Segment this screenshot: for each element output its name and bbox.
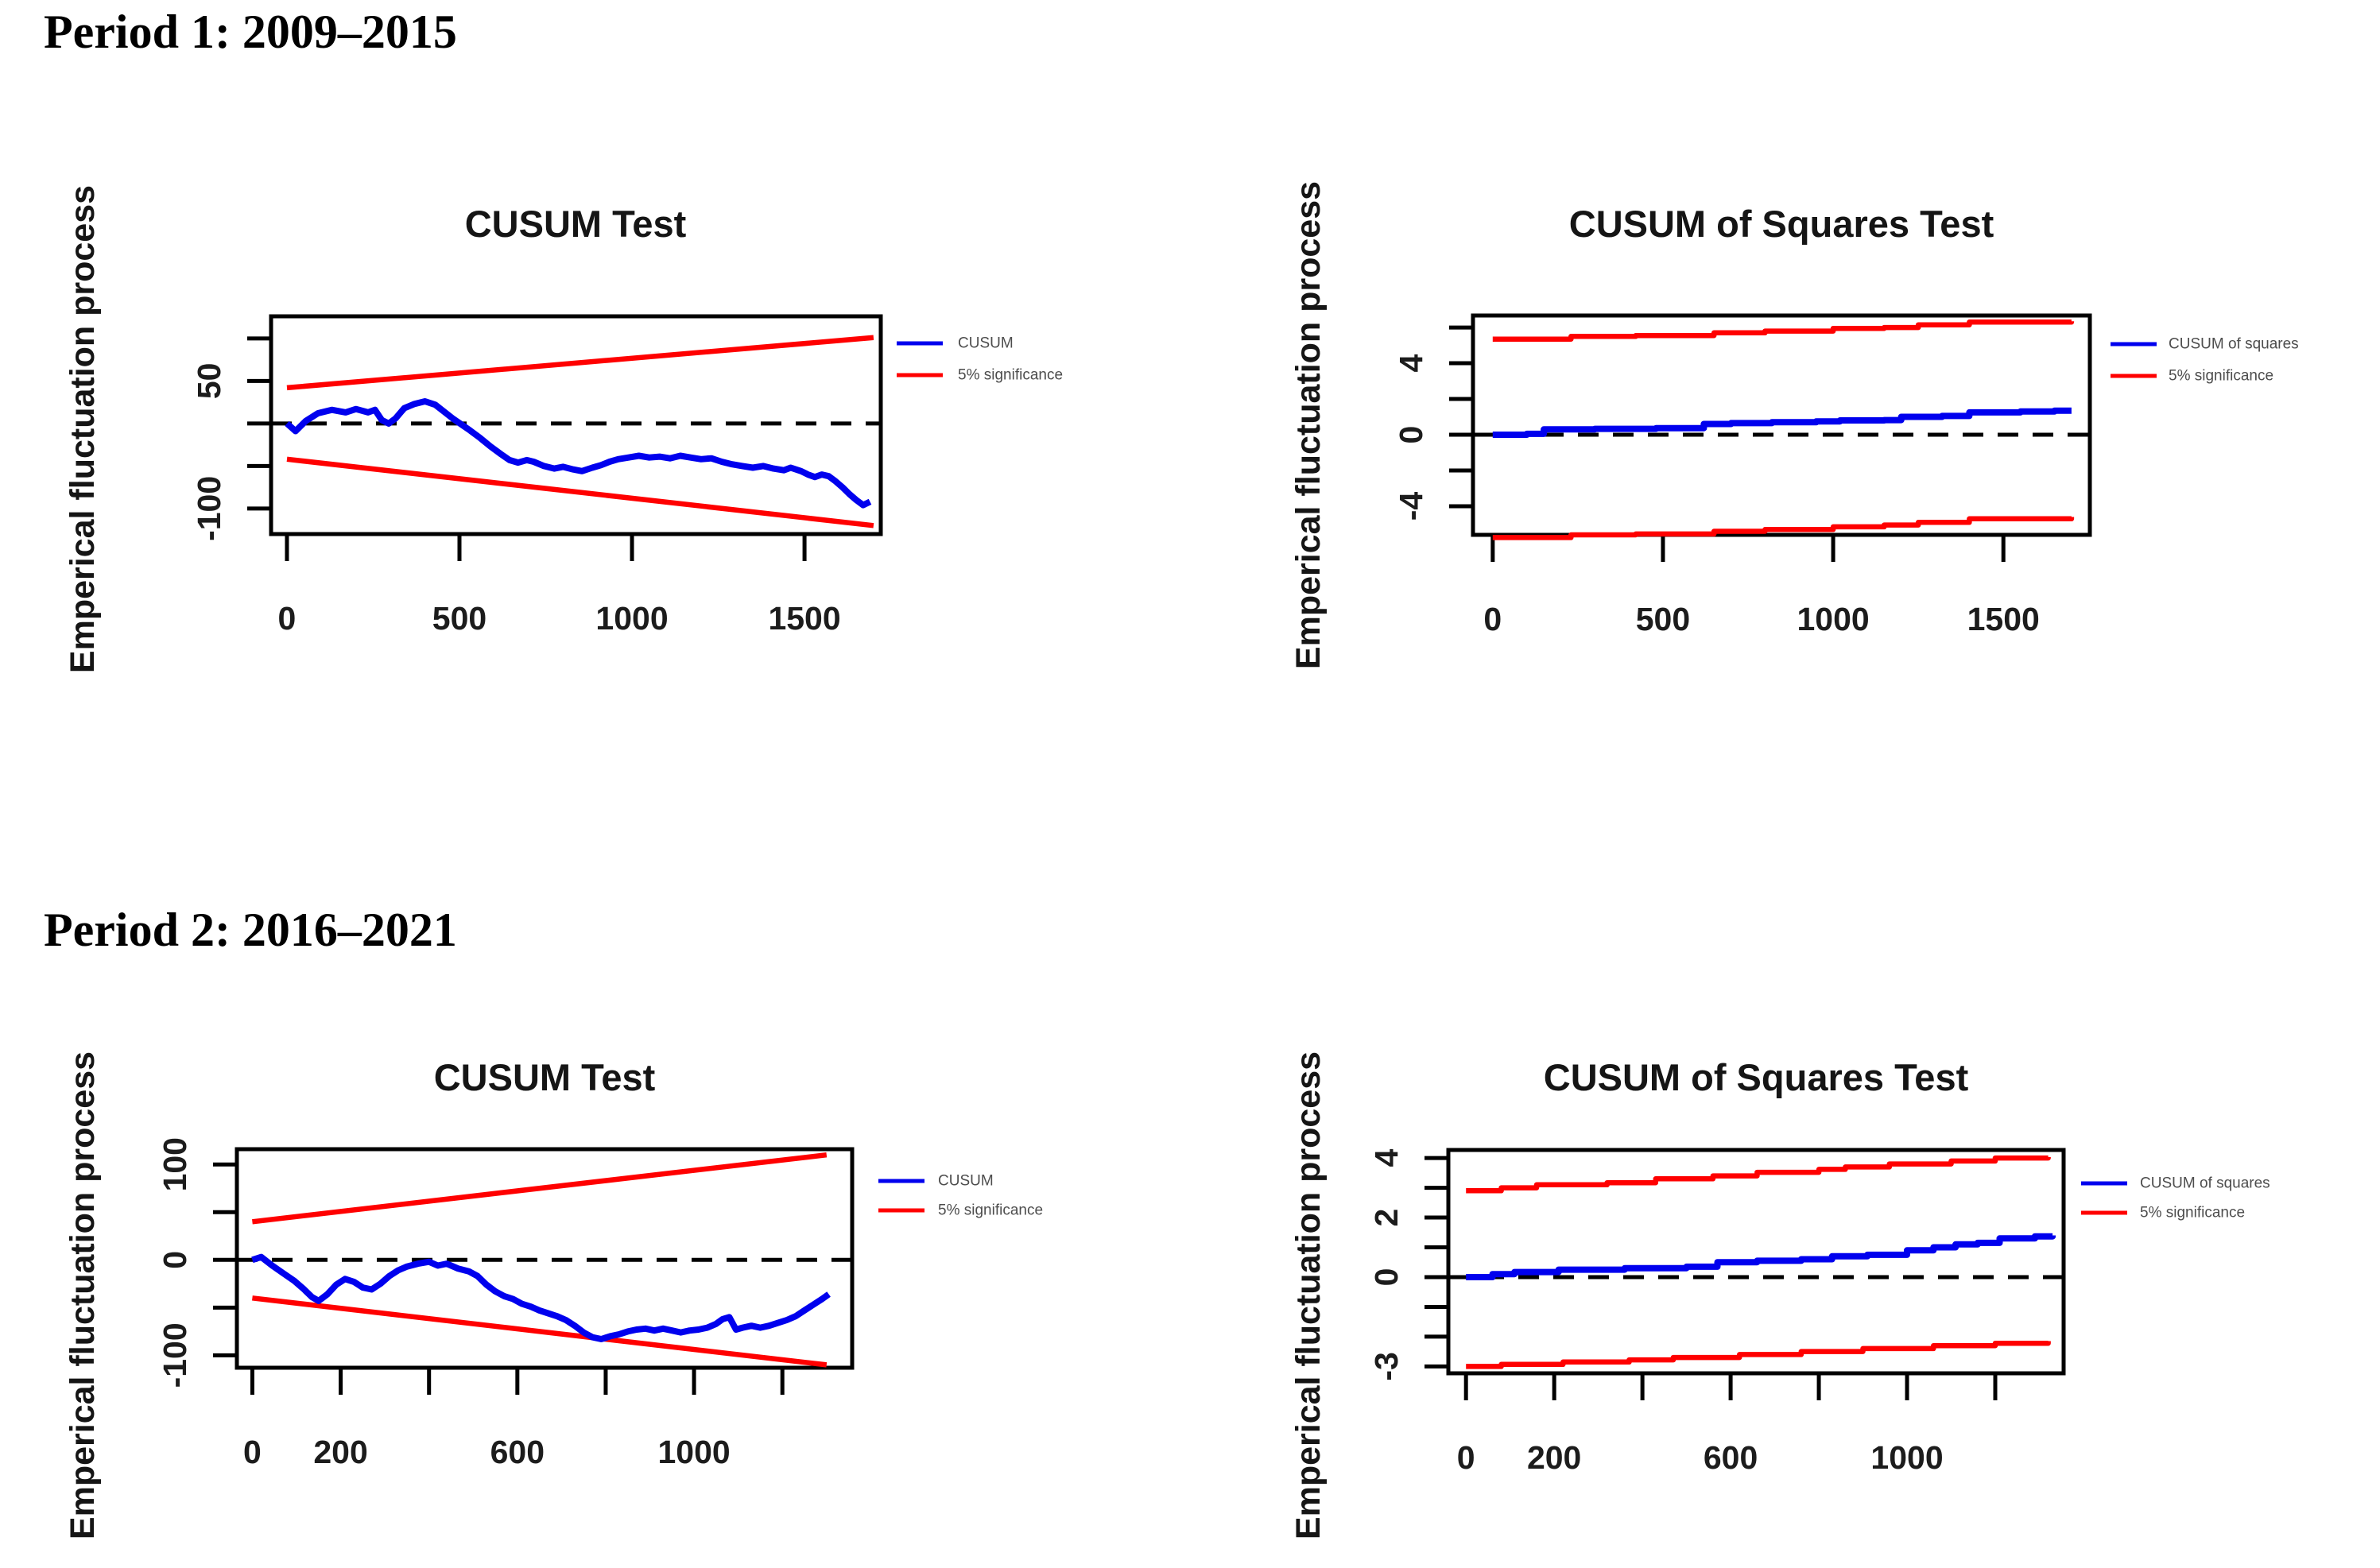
plot-frame <box>269 314 883 536</box>
y-tick-label: -4 <box>1393 492 1429 521</box>
period2-heading: Period 2: 2016–2021 <box>44 904 457 956</box>
y-tick-label: -100 <box>157 1322 193 1388</box>
period1-heading: Period 1: 2009–2015 <box>44 6 457 58</box>
x-tick-label: 1000 <box>657 1434 730 1470</box>
x-tick-label: 200 <box>1527 1439 1581 1476</box>
significance-lower-line <box>1466 1340 2051 1369</box>
plot-frame <box>1446 1148 2066 1376</box>
x-tick-label: 1000 <box>595 600 668 637</box>
y-tick-label: 4 <box>1368 1149 1405 1167</box>
y-tick-label: 0 <box>1368 1268 1405 1287</box>
legend-label: CUSUM of squares <box>2169 336 2299 353</box>
y-tick-label: 2 <box>1368 1209 1405 1227</box>
legend-label: CUSUM of squares <box>2140 1175 2270 1192</box>
legend-label: 5% significance <box>958 367 1063 384</box>
x-tick-label: 0 <box>1483 601 1502 637</box>
x-tick-label: 1500 <box>768 600 840 637</box>
x-tick-label: 1500 <box>1967 601 2040 637</box>
y-axis-label: Emperical fluctuation process <box>64 1051 102 1539</box>
plot-title: CUSUM of Squares Test <box>1569 203 1994 245</box>
legend-label: CUSUM <box>958 335 1014 352</box>
plot-title: CUSUM Test <box>434 1056 656 1098</box>
significance-upper-line <box>252 1152 828 1225</box>
process-line <box>1466 1233 2056 1280</box>
x-tick-label: 600 <box>490 1434 545 1470</box>
plot-period2-cusum-squares: CUSUM of Squares Test Emperical fluctuati… <box>1289 1051 2270 1539</box>
y-tick-label: 50 <box>191 363 227 400</box>
significance-upper-line <box>286 335 874 391</box>
y-axis-label: Emperical fluctuation process <box>1289 1051 1328 1539</box>
x-tick-label: 500 <box>1636 601 1690 637</box>
y-tick-label: 100 <box>157 1137 193 1191</box>
process-line <box>1492 407 2072 438</box>
plot-title: CUSUM of Squares Test <box>1544 1056 1969 1098</box>
significance-lower-line <box>286 456 874 528</box>
plot-frame <box>235 1147 855 1370</box>
legend-label: CUSUM <box>938 1173 994 1190</box>
legend-label: 5% significance <box>2169 368 2273 385</box>
significance-upper-line <box>1466 1155 2051 1194</box>
plot-frame <box>1471 313 2092 537</box>
y-axis-label: Emperical fluctuation process <box>1289 181 1328 669</box>
plot-title: CUSUM Test <box>465 203 687 245</box>
x-tick-label: 1000 <box>1797 601 1869 637</box>
y-tick-label: -100 <box>191 476 227 541</box>
process-line <box>285 398 872 509</box>
x-tick-label: 1000 <box>1870 1439 1943 1476</box>
x-tick-label: 200 <box>313 1434 367 1470</box>
x-tick-label: 0 <box>1457 1439 1475 1476</box>
y-tick-label: 0 <box>1393 426 1429 444</box>
legend-label: 5% significance <box>938 1202 1043 1219</box>
plot-period1-cusum-squares: CUSUM of Squares Test Emperical fluctuati… <box>1289 181 2299 669</box>
legend-label: 5% significance <box>2140 1205 2245 1221</box>
process-line <box>251 1253 831 1342</box>
y-tick-label: -3 <box>1368 1352 1405 1380</box>
y-axis-label: Emperical fluctuation process <box>64 185 102 673</box>
x-tick-label: 500 <box>432 600 486 637</box>
y-tick-label: 4 <box>1393 354 1429 372</box>
x-tick-label: 600 <box>1704 1439 1758 1476</box>
plot-period1-cusum: CUSUM Test Emperical fluctuation process 5… <box>64 185 1063 673</box>
significance-upper-line <box>1492 319 2075 342</box>
plot-period2-cusum: CUSUM Test Emperical fluctuation process 1… <box>64 1051 1043 1539</box>
x-tick-label: 0 <box>243 1434 262 1470</box>
significance-lower-line <box>1492 516 2075 540</box>
x-tick-label: 0 <box>278 600 297 637</box>
y-tick-label: 0 <box>157 1251 193 1269</box>
significance-lower-line <box>252 1295 828 1368</box>
